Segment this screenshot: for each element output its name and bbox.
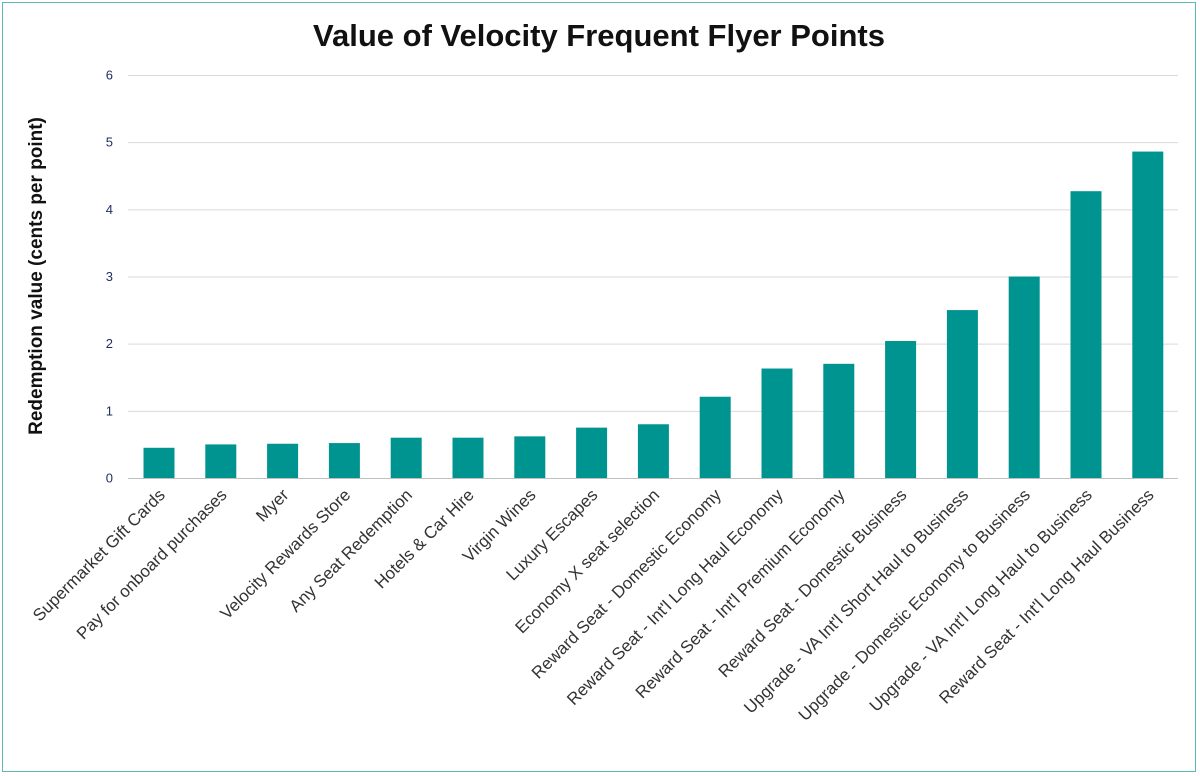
x-tick-label: Myer <box>252 485 292 525</box>
bar <box>1070 191 1102 478</box>
x-tick-label: Any Seat Redemption <box>286 485 416 615</box>
x-tick-label: Reward Seat - Int'l Long Haul Business <box>935 485 1157 707</box>
bar <box>514 436 546 478</box>
x-tick-label: Upgrade - VA Int'l Short Haul to Busines… <box>740 485 972 717</box>
y-tick-label: 1 <box>106 403 113 418</box>
gridlines <box>128 75 1178 412</box>
bars <box>143 151 1164 478</box>
y-axis-label: Redemption value (cents per point) <box>26 117 47 435</box>
y-tick-label: 5 <box>106 135 113 150</box>
bar <box>637 424 669 478</box>
bar <box>328 443 360 478</box>
bar <box>143 447 175 478</box>
bar <box>267 443 299 478</box>
y-tick-label: 4 <box>106 202 113 217</box>
y-tick-label: 6 <box>106 68 113 83</box>
bar <box>699 396 731 478</box>
bar <box>576 427 608 478</box>
x-tick-label: Upgrade - Domestic Economy to Business <box>795 485 1034 724</box>
x-tick-label: Upgrade - VA Int'l Long Haul to Business <box>866 485 1096 715</box>
y-tick-label: 2 <box>106 336 113 351</box>
bar <box>452 437 484 478</box>
x-tick-label: Reward Seat - Int'l Long Haul Economy <box>563 485 787 709</box>
chart-title: Value of Velocity Frequent Flyer Points <box>313 18 885 53</box>
bar <box>1132 151 1164 478</box>
y-tick-label: 0 <box>106 471 113 486</box>
bar <box>823 363 855 478</box>
bar <box>1008 276 1040 478</box>
y-tick-label: 3 <box>106 269 113 284</box>
bar <box>390 437 422 478</box>
bar <box>885 340 917 478</box>
bar <box>761 368 793 478</box>
y-axis-ticks: 0 1 2 3 4 5 6 <box>106 68 113 486</box>
bar <box>205 444 237 478</box>
bar <box>946 310 978 478</box>
